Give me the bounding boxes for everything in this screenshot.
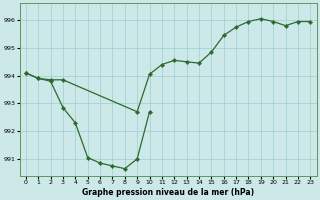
X-axis label: Graphe pression niveau de la mer (hPa): Graphe pression niveau de la mer (hPa)	[82, 188, 254, 197]
